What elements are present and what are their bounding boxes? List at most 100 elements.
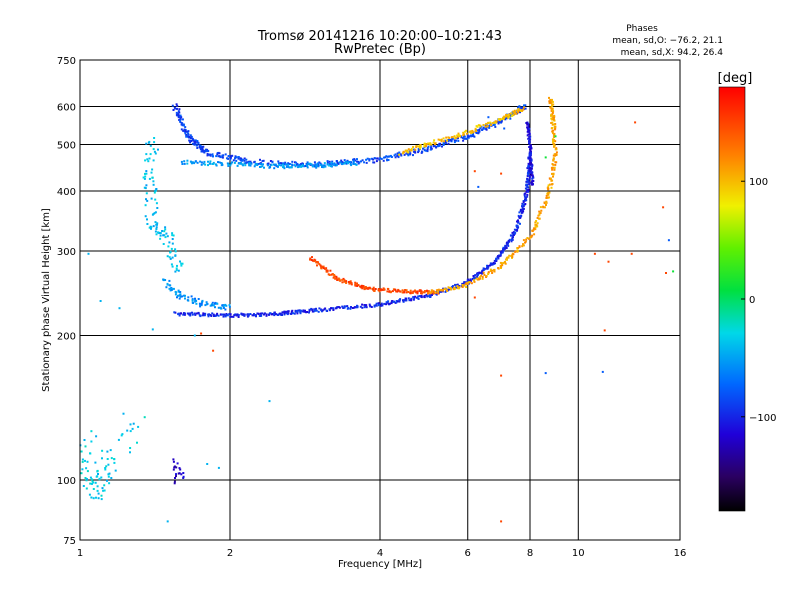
data-point xyxy=(550,186,553,189)
data-point xyxy=(332,309,335,311)
y-tick-label: 750 xyxy=(57,56,76,67)
data-point xyxy=(295,161,298,164)
data-point xyxy=(237,314,240,316)
data-point xyxy=(172,234,175,237)
data-point xyxy=(172,468,175,471)
data-point xyxy=(241,158,244,161)
data-point xyxy=(399,290,402,293)
data-point xyxy=(516,220,518,223)
data-point xyxy=(212,313,215,316)
data-point xyxy=(407,297,410,300)
data-point xyxy=(550,109,553,112)
data-point xyxy=(171,265,174,268)
data-point xyxy=(469,130,472,133)
data-point xyxy=(174,477,176,479)
data-point xyxy=(103,489,106,492)
data-point xyxy=(209,154,212,156)
data-point xyxy=(259,165,262,168)
data-point xyxy=(147,141,150,144)
data-point xyxy=(390,290,392,293)
data-point xyxy=(313,309,316,312)
data-point xyxy=(279,162,282,165)
data-point xyxy=(428,294,431,297)
data-point xyxy=(423,145,426,148)
colorbar-tick-label: −100 xyxy=(749,413,776,424)
data-point xyxy=(501,250,504,252)
data-point xyxy=(197,141,200,144)
data-point xyxy=(229,313,232,316)
data-point xyxy=(512,231,515,234)
data-point xyxy=(183,128,186,131)
data-point xyxy=(398,151,401,154)
data-point xyxy=(368,159,371,162)
data-point xyxy=(346,305,349,308)
data-point xyxy=(313,161,316,164)
data-point xyxy=(502,246,505,249)
data-point xyxy=(299,309,302,312)
data-point xyxy=(497,267,500,269)
data-point xyxy=(183,313,186,316)
data-point xyxy=(269,166,272,169)
data-point xyxy=(191,313,194,316)
data-point xyxy=(391,290,394,293)
data-point xyxy=(418,295,421,297)
data-point xyxy=(529,149,532,152)
data-point xyxy=(426,148,429,151)
data-point xyxy=(474,127,477,130)
data-point xyxy=(503,127,506,130)
data-point xyxy=(98,477,101,480)
data-point xyxy=(137,425,140,428)
data-point xyxy=(129,447,132,449)
y-tick-label: 75 xyxy=(63,536,76,547)
data-point xyxy=(177,110,180,113)
data-point xyxy=(476,125,479,128)
data-point xyxy=(195,300,198,302)
data-point xyxy=(491,122,494,125)
data-point xyxy=(551,127,554,129)
data-point xyxy=(92,497,95,500)
data-point xyxy=(171,232,174,235)
data-point xyxy=(394,153,397,156)
data-point xyxy=(526,180,529,183)
data-point xyxy=(217,306,220,309)
data-point xyxy=(347,281,350,283)
data-point xyxy=(550,122,553,124)
stats-line-o: mean, sd,O: −76.2, 21.1 xyxy=(612,36,723,46)
data-point xyxy=(157,231,159,234)
data-point xyxy=(325,269,328,272)
data-point xyxy=(177,269,180,272)
data-point xyxy=(274,163,277,166)
data-point xyxy=(171,242,174,245)
data-point xyxy=(172,458,175,461)
data-point xyxy=(392,300,395,303)
data-point xyxy=(319,264,322,267)
data-point xyxy=(466,136,469,138)
data-point xyxy=(269,312,272,315)
data-point xyxy=(223,313,225,316)
data-point xyxy=(95,435,98,438)
data-point xyxy=(412,154,414,157)
data-point xyxy=(526,127,529,130)
data-point xyxy=(213,315,215,317)
data-point xyxy=(519,111,521,114)
data-point xyxy=(500,118,503,121)
data-point xyxy=(296,312,299,315)
data-point xyxy=(377,288,380,290)
data-point xyxy=(530,152,532,155)
data-point xyxy=(324,165,327,168)
data-point xyxy=(368,303,371,306)
data-point xyxy=(468,135,471,138)
data-point xyxy=(526,183,529,186)
data-point xyxy=(527,165,530,168)
data-point xyxy=(176,462,179,465)
data-point xyxy=(519,216,522,219)
data-point xyxy=(535,224,538,227)
data-point xyxy=(492,261,495,264)
data-point xyxy=(463,135,466,138)
data-point xyxy=(375,304,378,307)
data-point xyxy=(395,290,398,293)
data-point xyxy=(187,296,190,299)
data-point xyxy=(289,166,292,169)
data-point xyxy=(193,162,196,165)
